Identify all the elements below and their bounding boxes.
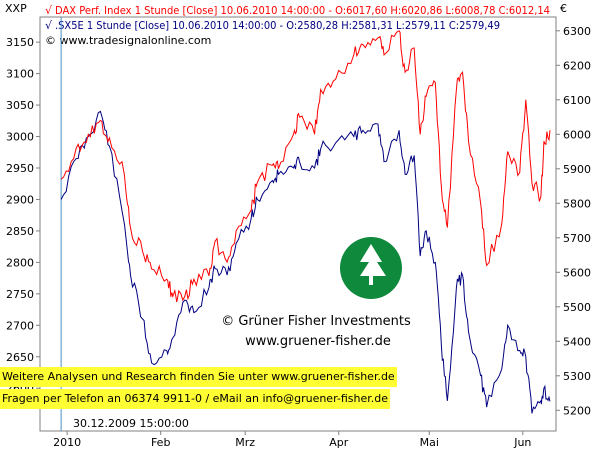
x-tick-label: Jun (513, 436, 531, 449)
cursor-date-label: 30.12.2009 15:00:00 (73, 417, 189, 430)
x-tick-label: 2010 (53, 436, 81, 449)
y-left-tick-label: 2750 (6, 288, 34, 301)
y-right-tick-label: 5900 (563, 163, 591, 176)
y-left-tick-label: 2650 (6, 351, 34, 364)
y-right-tick-label: 6200 (563, 59, 591, 72)
y-right-unit-label: € (560, 2, 567, 15)
x-axis: 2010 Feb Mrz Apr Mai Jun (53, 431, 531, 449)
plot-area (39, 16, 557, 432)
legend-sx5e-entry: .SX5E 1 Stunde [Close] 10.06.2010 14:00:… (55, 19, 500, 32)
x-tick-label: Mai (420, 436, 439, 449)
y-right-tick-label: 5600 (563, 266, 591, 279)
y-right-tick-label: 6000 (563, 128, 591, 141)
legend-sx5e-marker: √ (45, 19, 53, 32)
copyright-label: © www.tradesignalonline.com (45, 34, 211, 47)
series-line-sx5e (60, 110, 551, 414)
y-left-tick-label: 2850 (6, 225, 34, 238)
legend: √ DAX Perf. Index 1 Stunde [Close] 10.06… (45, 4, 550, 47)
y-left-tick-label: 3050 (6, 99, 34, 112)
y-left-unit-label: XXP (5, 2, 27, 15)
watermark-company: © Grüner Fisher Investments (221, 314, 411, 329)
y-right-tick-label: 5200 (563, 404, 591, 417)
legend-dax-marker: √ (45, 4, 53, 17)
y-left-tick-label: 3000 (6, 131, 34, 144)
y-right-tick-label: 5800 (563, 197, 591, 210)
gruener-fisher-logo (340, 237, 402, 299)
y-left-tick-label: 2900 (6, 193, 34, 206)
y-left-axis: 2600265027002750280028502900295030003050… (6, 36, 40, 395)
series-line-dax (60, 30, 551, 303)
info-banner-analyses: Weitere Analysen und Research finden Sie… (0, 367, 397, 387)
info-banner-contact: Fragen per Telefon an 06374 9911-0 / eMa… (0, 389, 391, 409)
x-tick-label: Feb (151, 436, 170, 449)
y-right-tick-label: 5700 (563, 232, 591, 245)
watermark-url: www.gruener-fisher.de (245, 334, 391, 349)
y-left-tick-label: 3150 (6, 36, 34, 49)
y-right-tick-label: 6300 (563, 25, 591, 38)
y-right-axis: 5200 5300 5400 5500 5600 5700 5800 5900 6000 6100… (556, 25, 591, 417)
y-right-tick-label: 5300 (563, 370, 591, 383)
x-tick-label: Apr (329, 436, 349, 449)
y-left-tick-label: 3100 (6, 68, 34, 81)
y-right-tick-label: 5500 (563, 301, 591, 314)
x-tick-label: Mrz (235, 436, 255, 449)
y-left-tick-label: 2800 (6, 256, 34, 269)
y-right-tick-label: 6100 (563, 94, 591, 107)
y-right-tick-label: 5400 (563, 335, 591, 348)
y-left-tick-label: 2950 (6, 162, 34, 175)
y-left-tick-label: 2700 (6, 319, 34, 332)
legend-dax-entry: DAX Perf. Index 1 Stunde [Close] 10.06.2… (55, 4, 550, 17)
